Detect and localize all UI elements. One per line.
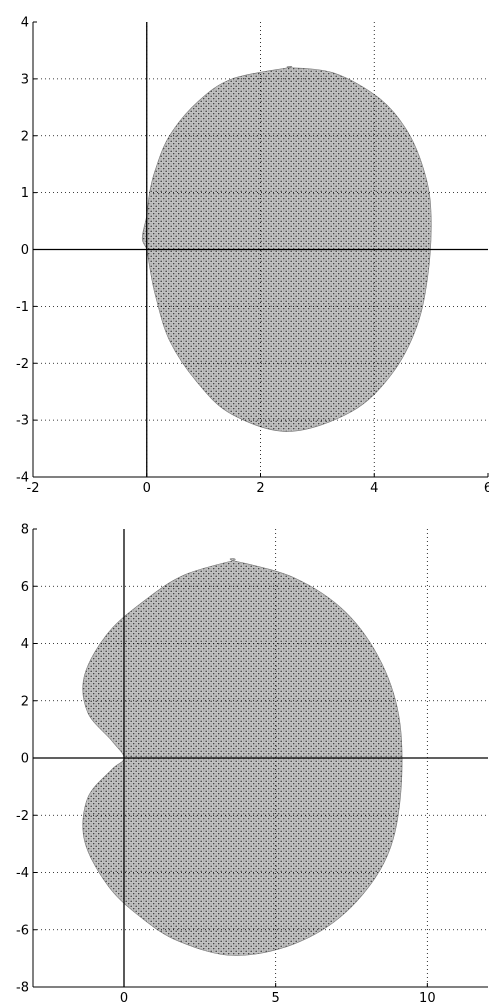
y-tick-label: 4 [21,16,29,31]
y-tick-label: -8 [16,981,29,996]
y-tick-label: -3 [16,414,29,429]
x-tick-label: 10 [419,991,436,1003]
y-tick-label: -6 [16,923,29,938]
y-tick-label: 0 [21,243,29,258]
x-tick-label: 2 [256,481,264,496]
y-tick-label: 6 [21,580,29,595]
x-tick-label: 5 [272,991,280,1003]
x-tick-label: 6 [484,481,489,496]
y-tick-label: -1 [16,300,29,315]
chart-panel-1: -2 0 2 4 6 4 3 2 1 0 -1 -2 -3 -4 [16,16,489,497]
y-tick-label: -4 [16,866,29,881]
y-tick-label: -4 [16,471,29,486]
y-tick-label: 3 [21,72,29,87]
y-tick-label: 2 [21,694,29,709]
y-tick-label: 4 [21,637,29,652]
y-tick-label: 2 [21,129,29,144]
x-tick-label: -2 [27,481,40,496]
x-tick-label: 4 [370,481,378,496]
y-tick-label: 0 [21,752,29,767]
chart-panel-2: 0 5 10 8 6 4 2 0 -2 -4 -6 -8 [16,523,488,1003]
y-tick-label: -2 [16,809,29,824]
stability-region [82,558,403,956]
x-tick-label: 0 [143,481,151,496]
y-tick-label: -2 [16,357,29,372]
x-tick-label: 0 [120,991,128,1003]
y-tick-label: 1 [21,186,29,201]
y-tick-label: 8 [21,523,29,538]
